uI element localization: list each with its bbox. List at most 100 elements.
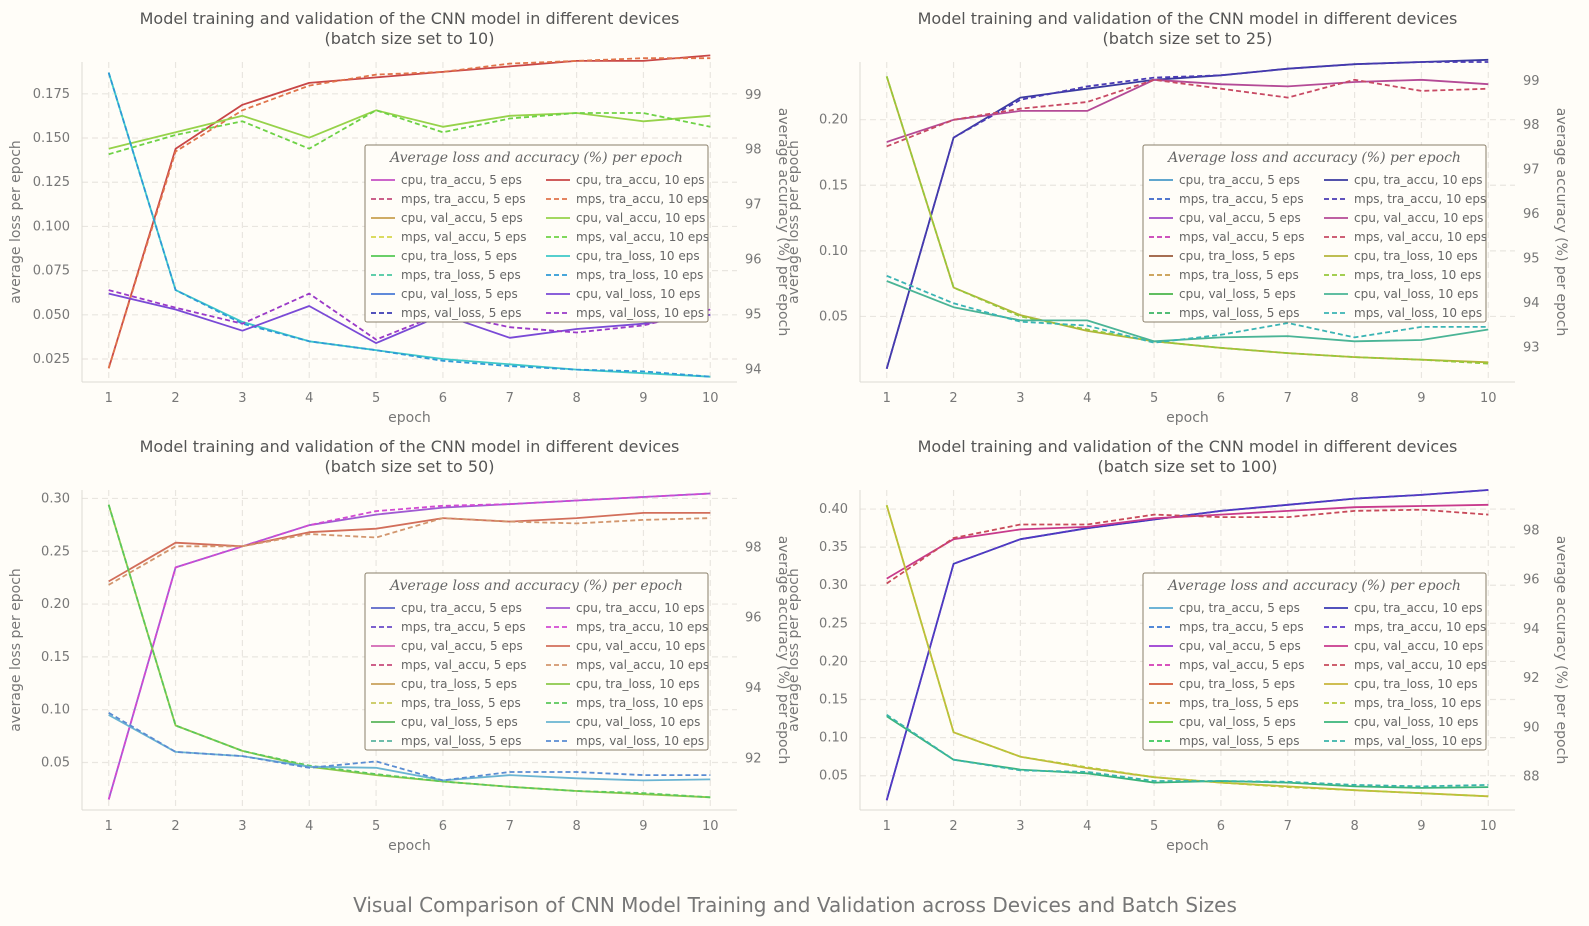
legend-entry: cpu, val_accu, 10 eps bbox=[1354, 211, 1483, 225]
series-line-16 bbox=[886, 714, 1489, 788]
legend-entry: mps, val_loss, 5 eps bbox=[401, 734, 522, 748]
legend-entry: cpu, tra_loss, 5 eps bbox=[401, 677, 517, 691]
subplot-3: 1 2 3 4 5 6 7 8 9 10 0.05 0.10 0.15 0.20 0.25 0.30 92 94 9… bbox=[8, 437, 791, 854]
legend-entry: mps, tra_accu, 5 eps bbox=[401, 192, 526, 206]
y-right-axis-label: average accuracy (%) per epoch bbox=[775, 536, 791, 764]
x-axis-label: epoch bbox=[1166, 410, 1209, 426]
y-tick-label: 0.050 bbox=[33, 308, 70, 323]
y-tick-label: 0.35 bbox=[819, 540, 848, 555]
y-tick-label: 0.10 bbox=[41, 703, 70, 718]
legend-entry: mps, val_accu, 5 eps bbox=[401, 658, 526, 672]
legend-entry: cpu, tra_accu, 10 eps bbox=[1354, 173, 1483, 187]
legend-entry: mps, tra_accu, 10 eps bbox=[576, 620, 708, 634]
legend-entry: mps, tra_loss, 5 eps bbox=[401, 268, 521, 282]
chart-title: (batch size set to 25) bbox=[1103, 29, 1273, 48]
series-line-14 bbox=[107, 72, 711, 378]
legend: Average loss and accuracy (%) per epoch c… bbox=[364, 144, 709, 323]
y-tick-label: 0.150 bbox=[33, 131, 70, 146]
legend-entry: cpu, val_loss, 10 eps bbox=[576, 715, 700, 729]
y-tick-label: 0.125 bbox=[33, 175, 70, 190]
y-tick-label: 0.20 bbox=[41, 597, 70, 612]
y-tick-label: 0.15 bbox=[819, 693, 848, 708]
chart-title: (batch size set to 100) bbox=[1097, 457, 1277, 476]
x-tick-label: 5 bbox=[1150, 819, 1158, 834]
legend: Average loss and accuracy (%) per epoch c… bbox=[1142, 144, 1487, 323]
y-right-tick-label: 95 bbox=[745, 307, 762, 322]
legend-entry: cpu, val_loss, 5 eps bbox=[401, 287, 518, 301]
y-right-tick-label: 98 bbox=[745, 143, 762, 158]
x-tick-label: 3 bbox=[238, 391, 246, 406]
y-right-tick-label: 94 bbox=[745, 362, 762, 377]
chart-title: Model training and validation of the CNN… bbox=[918, 9, 1458, 28]
legend-entry: cpu, tra_loss, 10 eps bbox=[1354, 249, 1478, 263]
y-tick-label: 0.20 bbox=[819, 113, 848, 128]
legend-entry: cpu, val_loss, 10 eps bbox=[1354, 715, 1478, 729]
y-right-tick-label: 96 bbox=[1523, 573, 1540, 588]
legend-entry: cpu, val_accu, 10 eps bbox=[1354, 639, 1483, 653]
y-tick-label: 0.05 bbox=[41, 755, 70, 770]
series-line-15 bbox=[108, 714, 711, 782]
legend-frame bbox=[1142, 572, 1487, 751]
legend-entry: cpu, val_loss, 5 eps bbox=[1179, 715, 1296, 729]
series-line-9 bbox=[107, 54, 711, 369]
legend-entry: cpu, val_loss, 5 eps bbox=[401, 715, 518, 729]
x-tick-label: 6 bbox=[439, 819, 447, 834]
x-tick-label: 9 bbox=[1417, 819, 1425, 834]
y-right-axis-label: average accuracy (%) per epoch bbox=[775, 108, 791, 336]
subplots: 1 2 3 4 5 6 7 8 9 10 0.025 0.050 0.075 0.100 0.125 0.15… bbox=[8, 9, 1569, 854]
x-tick-label: 1 bbox=[883, 391, 891, 406]
x-tick-label: 8 bbox=[572, 819, 580, 834]
series-line-11 bbox=[108, 512, 711, 583]
y-right-tick-label: 94 bbox=[1523, 296, 1540, 311]
legend-entry: cpu, tra_accu, 10 eps bbox=[576, 173, 705, 187]
x-tick-label: 1 bbox=[105, 819, 113, 834]
legend-entry: cpu, tra_accu, 10 eps bbox=[1354, 601, 1483, 615]
legend-entry: mps, val_loss, 5 eps bbox=[401, 306, 522, 320]
legend-entry: mps, val_loss, 5 eps bbox=[1179, 734, 1300, 748]
y-right-tick-label: 92 bbox=[745, 751, 762, 766]
x-tick-label: 10 bbox=[1480, 391, 1497, 406]
x-tick-label: 2 bbox=[949, 391, 957, 406]
y-right-tick-label: 93 bbox=[1523, 340, 1540, 355]
y-right-axis-label: average accuracy (%) per epoch bbox=[1553, 536, 1569, 764]
series-line-12 bbox=[108, 109, 711, 156]
legend-entry: cpu, val_accu, 10 eps bbox=[576, 211, 705, 225]
legend-entry: cpu, tra_accu, 5 eps bbox=[401, 173, 522, 187]
subplot-4: 1 2 3 4 5 6 7 8 9 10 0.05 0.10 0.15 0.20 0.25 0.30 0.35 0… bbox=[786, 437, 1569, 854]
y-right-tick-label: 99 bbox=[1523, 74, 1540, 89]
x-tick-label: 5 bbox=[372, 819, 380, 834]
series-line-14 bbox=[107, 504, 711, 799]
x-tick-label: 5 bbox=[372, 391, 380, 406]
x-tick-label: 10 bbox=[702, 819, 719, 834]
x-axis-label: epoch bbox=[1166, 838, 1209, 854]
series-line-9 bbox=[885, 58, 1489, 369]
series-line-11 bbox=[108, 109, 711, 150]
y-tick-label: 0.05 bbox=[819, 309, 848, 324]
series-line-12 bbox=[886, 78, 1489, 148]
y-right-tick-label: 98 bbox=[745, 540, 762, 555]
legend-entry: mps, val_accu, 5 eps bbox=[401, 230, 526, 244]
x-tick-label: 2 bbox=[171, 819, 179, 834]
y-tick-label: 0.15 bbox=[819, 178, 848, 193]
x-tick-label: 9 bbox=[1417, 391, 1425, 406]
x-tick-label: 8 bbox=[1350, 819, 1358, 834]
y-axis-label: average loss per epoch bbox=[786, 568, 802, 732]
y-tick-label: 0.30 bbox=[41, 491, 70, 506]
y-axis-label: average loss per epoch bbox=[8, 140, 24, 304]
y-tick-label: 0.25 bbox=[819, 616, 848, 631]
legend-entry: mps, tra_loss, 5 eps bbox=[1179, 696, 1299, 710]
series-line-12 bbox=[108, 517, 711, 586]
x-tick-label: 6 bbox=[439, 391, 447, 406]
y-tick-label: 0.15 bbox=[41, 650, 70, 665]
chart-title: (batch size set to 10) bbox=[325, 29, 495, 48]
legend-entry: mps, tra_accu, 5 eps bbox=[401, 620, 526, 634]
legend-entry: mps, tra_accu, 10 eps bbox=[1354, 192, 1486, 206]
subplot-2: 1 2 3 4 5 6 7 8 9 10 0.05 0.10 0.15 0.20 93 94 95 96 97 98 9… bbox=[786, 9, 1569, 426]
legend-title: Average loss and accuracy (%) per epoch bbox=[388, 150, 683, 166]
legend-entry: mps, tra_loss, 5 eps bbox=[1179, 268, 1299, 282]
series-line-10 bbox=[107, 492, 711, 800]
x-tick-label: 5 bbox=[1150, 391, 1158, 406]
y-tick-label: 0.100 bbox=[33, 219, 70, 234]
legend-entry: mps, val_accu, 5 eps bbox=[1179, 658, 1304, 672]
